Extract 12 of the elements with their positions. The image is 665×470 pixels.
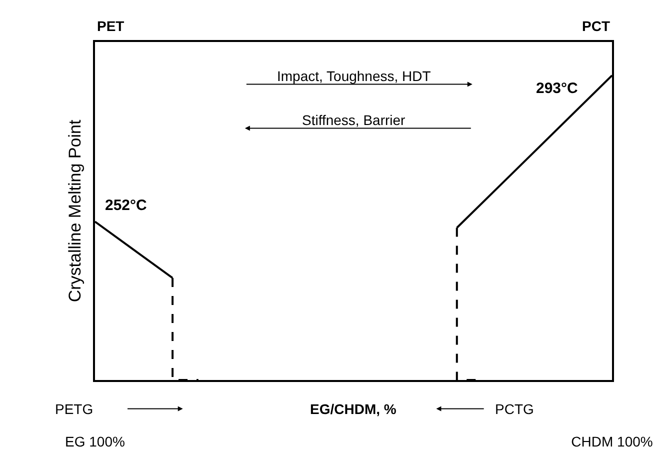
x-axis-title: EG/CHDM, %: [310, 401, 397, 417]
annotation: 293°C: [536, 80, 578, 97]
annotation: Stiffness, Barrier: [302, 112, 406, 128]
text: PCTG: [495, 401, 534, 417]
annotation: Impact, Toughness, HDT: [277, 68, 432, 84]
text: PCT: [582, 18, 610, 34]
x-tick-label: CHDM 100%: [571, 434, 653, 450]
y-axis-title: Crystalline Melting Point: [65, 120, 84, 302]
text: PETG: [55, 401, 94, 417]
x-tick-label: EG 100%: [65, 434, 125, 450]
annotation: 252°C: [105, 197, 148, 214]
text: PET: [97, 18, 125, 34]
